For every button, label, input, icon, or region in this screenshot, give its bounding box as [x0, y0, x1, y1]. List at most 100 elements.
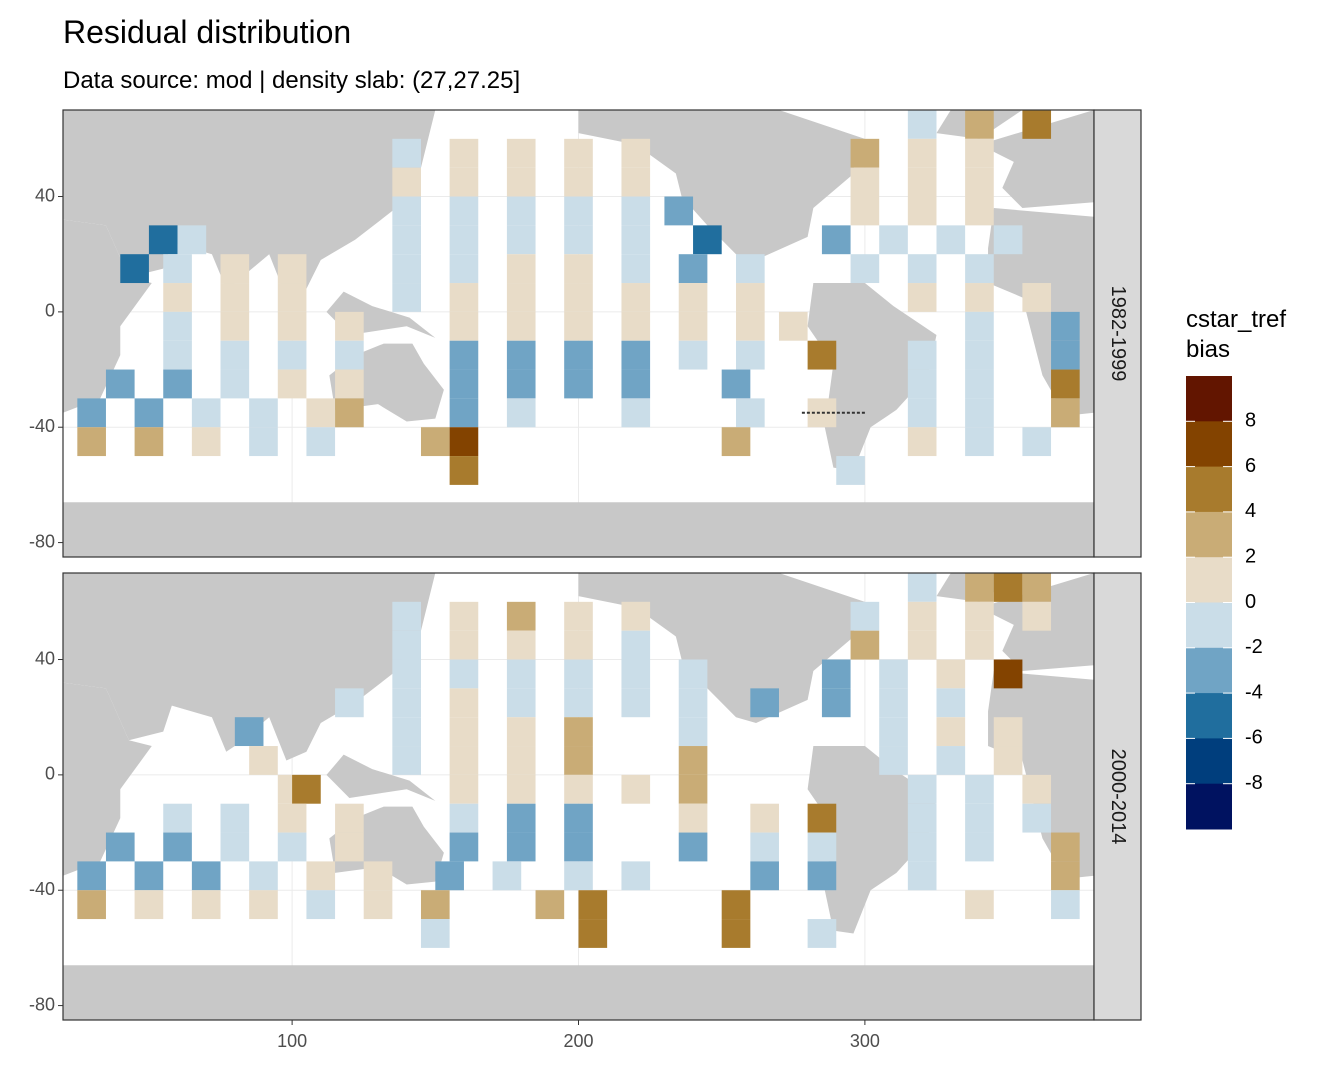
heatmap-tile	[506, 196, 536, 226]
heatmap-tile	[449, 659, 479, 689]
heatmap-tile	[220, 803, 250, 833]
heatmap-tile	[277, 803, 307, 833]
x-tick-label: 200	[563, 1031, 593, 1051]
heatmap-tile	[564, 369, 593, 399]
heatmap-tile	[621, 369, 651, 399]
heatmap-tile	[335, 369, 364, 399]
heatmap-tile	[506, 601, 536, 631]
heatmap-tile	[1051, 832, 1080, 862]
heatmap-tile	[965, 573, 994, 602]
heatmap-tile	[564, 861, 593, 891]
heatmap-tile	[836, 456, 865, 485]
heatmap-tile	[879, 746, 908, 775]
heatmap-tile	[335, 832, 364, 862]
heatmap-tile	[191, 890, 221, 920]
heatmap-tile	[506, 774, 536, 804]
heatmap-tile	[249, 890, 278, 920]
heatmap-tile	[220, 283, 250, 312]
heatmap-tile	[821, 688, 851, 718]
heatmap-tile	[1022, 601, 1052, 631]
heatmap-tile	[220, 832, 250, 862]
heatmap-tile	[907, 861, 937, 891]
heatmap-tile	[1051, 369, 1080, 399]
heatmap-tile	[449, 803, 479, 833]
heatmap-tile	[564, 659, 593, 689]
y-tick-label: -40	[29, 879, 55, 899]
heatmap-tile	[621, 196, 651, 226]
heatmap-tile	[850, 254, 880, 284]
heatmap-tile	[736, 283, 765, 312]
heatmap-tile	[134, 861, 164, 891]
heatmap-tile	[965, 196, 994, 226]
land-polygon	[63, 573, 436, 761]
y-tick-label: 0	[45, 764, 55, 784]
heatmap-tile	[936, 688, 966, 718]
legend-swatch	[1186, 738, 1232, 785]
land-polygon	[63, 502, 1094, 557]
heatmap-tile	[120, 254, 149, 284]
heatmap-tile	[392, 688, 421, 718]
heatmap-tile	[907, 601, 937, 631]
heatmap-tile	[678, 746, 708, 775]
heatmap-tile	[392, 630, 421, 660]
heatmap-tile	[249, 398, 278, 428]
heatmap-tile	[506, 398, 536, 428]
x-axis: 100 200 300	[277, 1020, 880, 1051]
heatmap-tile	[850, 167, 880, 197]
x-tick-label: 300	[850, 1031, 880, 1051]
heatmap-tile	[621, 283, 651, 312]
heatmap-tile	[449, 254, 479, 284]
heatmap-tile	[449, 340, 479, 370]
land-polygon	[979, 110, 1094, 209]
heatmap-tile	[736, 398, 765, 428]
heatmap-tile	[492, 861, 522, 891]
heatmap-tile	[506, 659, 536, 689]
heatmap-tile	[621, 630, 651, 660]
heatmap-tile	[993, 573, 1023, 602]
heatmap-tile	[621, 138, 651, 168]
facet-strip-label: 1982-1999	[1107, 286, 1129, 382]
heatmap-tile	[621, 861, 651, 891]
heatmap-tile	[163, 832, 192, 862]
heatmap-tile	[879, 688, 908, 718]
heatmap-tile	[1051, 311, 1080, 341]
heatmap-tile	[821, 225, 851, 255]
heatmap-tile	[506, 254, 536, 284]
heatmap-tile	[392, 601, 421, 631]
heatmap-tile	[506, 688, 536, 718]
heatmap-tile	[506, 369, 536, 399]
y-tick-label: 40	[35, 648, 55, 668]
heatmap-tile	[965, 311, 994, 341]
heatmap-tile	[163, 369, 192, 399]
heatmap-tile	[965, 427, 994, 457]
heatmap-tile	[907, 630, 937, 660]
land-polygon	[63, 219, 152, 413]
legend-swatch	[1186, 783, 1232, 830]
heatmap-tile	[1022, 427, 1052, 457]
heatmap-tile	[750, 688, 779, 718]
heatmap-tile	[965, 138, 994, 168]
heatmap-tile	[234, 717, 264, 747]
heatmap-tile	[965, 630, 994, 660]
heatmap-tile	[435, 861, 464, 891]
heatmap-tile	[621, 774, 651, 804]
heatmap-tile	[965, 369, 994, 399]
heatmap-tile	[449, 138, 479, 168]
heatmap-tile	[449, 398, 479, 428]
heatmap-tile	[420, 919, 450, 948]
legend-swatch	[1186, 466, 1232, 513]
legend-tick-label: 0	[1245, 591, 1256, 613]
legend-tick-label: 2	[1245, 545, 1256, 567]
heatmap-tile	[292, 774, 321, 804]
heatmap-tile	[907, 369, 937, 399]
heatmap-tile	[721, 369, 751, 399]
heatmap-tile	[163, 803, 192, 833]
heatmap-tile	[163, 340, 192, 370]
heatmap-tile	[277, 369, 307, 399]
legend-tick-label: 4	[1245, 500, 1256, 522]
heatmap-tile	[306, 398, 336, 428]
y-tick-label: -80	[29, 531, 55, 551]
heatmap-tile	[449, 832, 479, 862]
heatmap-tile	[449, 774, 479, 804]
